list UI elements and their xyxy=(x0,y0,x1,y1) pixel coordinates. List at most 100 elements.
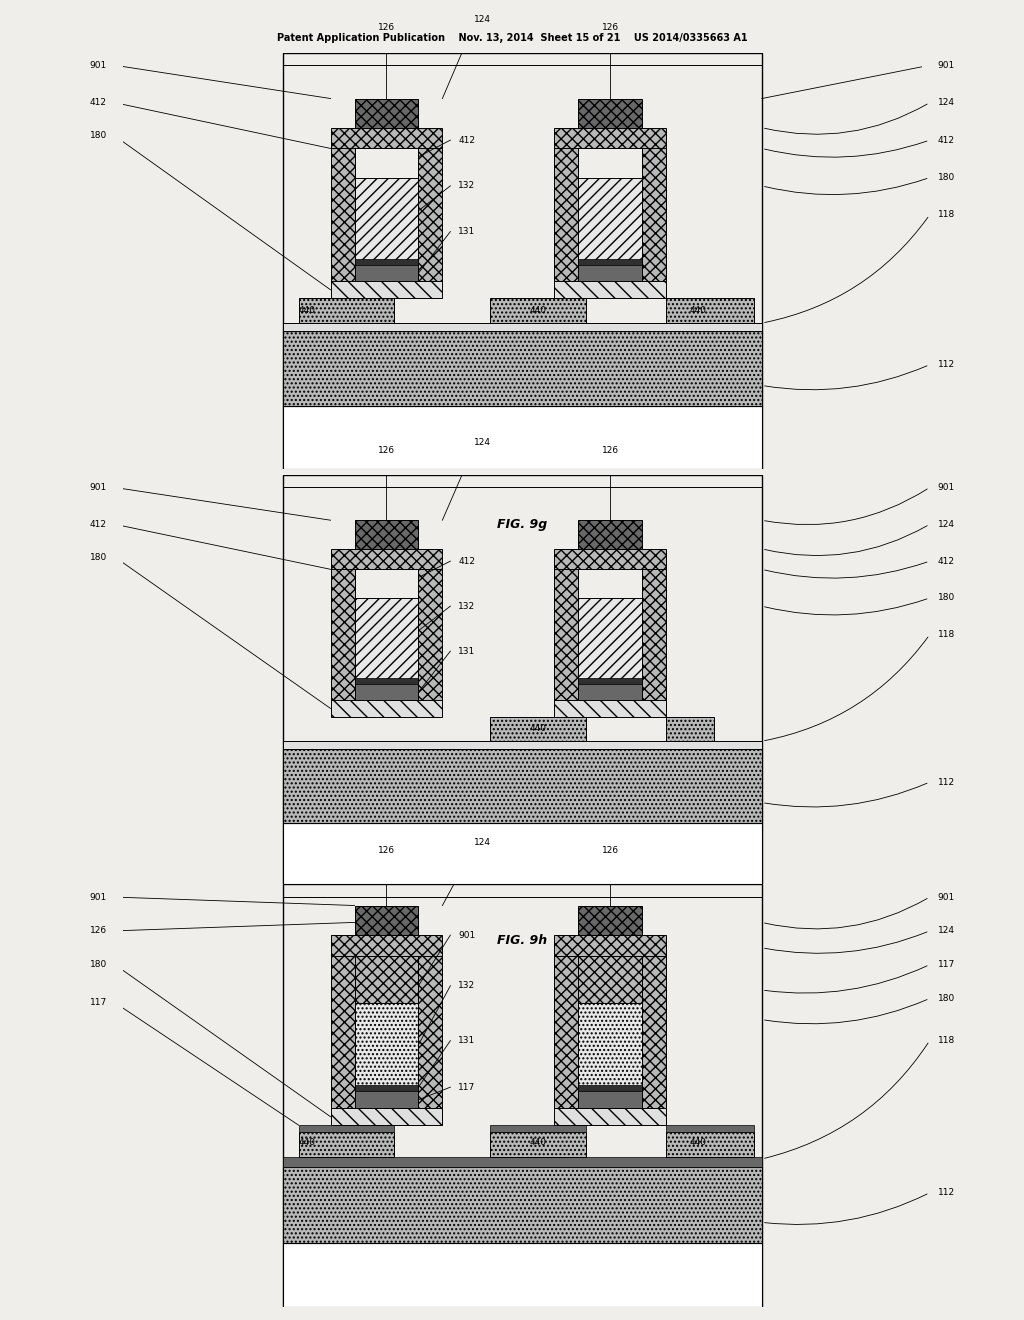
Bar xyxy=(666,298,754,323)
Bar xyxy=(283,750,762,824)
Bar xyxy=(299,1131,394,1156)
Bar xyxy=(579,1003,642,1088)
Text: 131: 131 xyxy=(459,227,475,236)
Bar xyxy=(666,1131,754,1156)
Text: 124: 124 xyxy=(474,15,490,24)
Text: 112: 112 xyxy=(938,360,954,370)
Text: 440: 440 xyxy=(298,1138,315,1147)
Text: 126: 126 xyxy=(378,846,395,855)
Bar xyxy=(283,53,762,469)
Bar xyxy=(554,700,666,717)
Bar xyxy=(354,1003,419,1088)
Text: 901: 901 xyxy=(938,483,954,492)
Text: 132: 132 xyxy=(459,602,475,611)
Text: FIG. 9g: FIG. 9g xyxy=(497,519,548,532)
Bar xyxy=(554,148,579,281)
Bar xyxy=(354,680,419,700)
Bar xyxy=(283,741,762,750)
Bar xyxy=(331,148,354,281)
Bar xyxy=(490,298,586,323)
Text: 124: 124 xyxy=(474,838,490,846)
Bar xyxy=(579,1088,642,1109)
Bar xyxy=(283,475,762,884)
Bar xyxy=(283,1167,762,1243)
Text: 126: 126 xyxy=(90,927,106,936)
Bar xyxy=(354,906,419,935)
Text: 412: 412 xyxy=(459,136,475,145)
Bar xyxy=(354,1088,419,1109)
Text: 180: 180 xyxy=(938,594,954,602)
Text: 412: 412 xyxy=(90,520,106,529)
Text: 440: 440 xyxy=(529,725,547,734)
Text: 180: 180 xyxy=(938,994,954,1003)
Bar xyxy=(299,298,394,323)
Text: 901: 901 xyxy=(459,931,475,940)
Bar xyxy=(283,1243,762,1307)
Bar xyxy=(579,956,642,1003)
Text: 901: 901 xyxy=(938,892,954,902)
Text: 117: 117 xyxy=(938,960,954,969)
Bar xyxy=(554,281,666,298)
Text: 112: 112 xyxy=(938,777,954,787)
Text: 117: 117 xyxy=(90,998,106,1007)
Text: 180: 180 xyxy=(90,553,106,561)
Text: 440: 440 xyxy=(529,306,547,315)
Text: 126: 126 xyxy=(378,446,395,455)
Bar xyxy=(331,281,442,298)
Text: 131: 131 xyxy=(459,647,475,656)
Text: 180: 180 xyxy=(938,173,954,182)
Bar xyxy=(331,1109,442,1125)
Bar xyxy=(579,177,642,261)
Text: 901: 901 xyxy=(90,61,106,70)
Bar xyxy=(331,128,442,148)
Bar xyxy=(490,1131,586,1156)
Bar xyxy=(666,1125,754,1131)
Text: 124: 124 xyxy=(938,98,954,107)
Text: FIG. 9h: FIG. 9h xyxy=(498,933,547,946)
Bar xyxy=(299,1125,394,1131)
Bar xyxy=(490,1125,586,1131)
Bar xyxy=(283,824,762,884)
Bar xyxy=(283,407,762,469)
Bar xyxy=(554,1109,666,1125)
Bar xyxy=(331,549,442,569)
Bar xyxy=(666,717,714,741)
Bar xyxy=(419,569,442,700)
Bar xyxy=(283,323,762,331)
Text: 180: 180 xyxy=(90,960,106,969)
Text: 440: 440 xyxy=(529,1138,547,1147)
Text: 118: 118 xyxy=(938,1036,954,1045)
Text: 412: 412 xyxy=(938,557,954,566)
Text: 126: 126 xyxy=(601,846,618,855)
Text: 440: 440 xyxy=(689,306,707,315)
Bar xyxy=(331,956,354,1109)
Bar xyxy=(579,99,642,128)
Text: 440: 440 xyxy=(689,1138,707,1147)
Bar xyxy=(331,935,442,956)
Bar xyxy=(354,598,419,680)
Text: 118: 118 xyxy=(938,630,954,639)
Text: 901: 901 xyxy=(90,483,106,492)
Bar xyxy=(354,956,419,1003)
Text: 440: 440 xyxy=(298,306,315,315)
Bar xyxy=(554,549,666,569)
Bar xyxy=(283,1156,762,1167)
Bar xyxy=(354,259,419,265)
Text: 412: 412 xyxy=(90,98,106,107)
Bar xyxy=(419,956,442,1109)
Bar xyxy=(579,259,642,265)
Bar xyxy=(283,884,762,1307)
Bar xyxy=(642,956,666,1109)
Text: 132: 132 xyxy=(459,181,475,190)
Text: 126: 126 xyxy=(601,446,618,455)
Bar xyxy=(579,680,642,700)
Text: 117: 117 xyxy=(459,1082,475,1092)
Bar xyxy=(642,148,666,281)
Text: Patent Application Publication    Nov. 13, 2014  Sheet 15 of 21    US 2014/03356: Patent Application Publication Nov. 13, … xyxy=(276,33,748,44)
Text: 126: 126 xyxy=(601,24,618,33)
Bar xyxy=(554,569,579,700)
Bar xyxy=(579,520,642,549)
Bar xyxy=(490,717,586,741)
Text: 412: 412 xyxy=(459,557,475,566)
Text: 180: 180 xyxy=(90,132,106,140)
